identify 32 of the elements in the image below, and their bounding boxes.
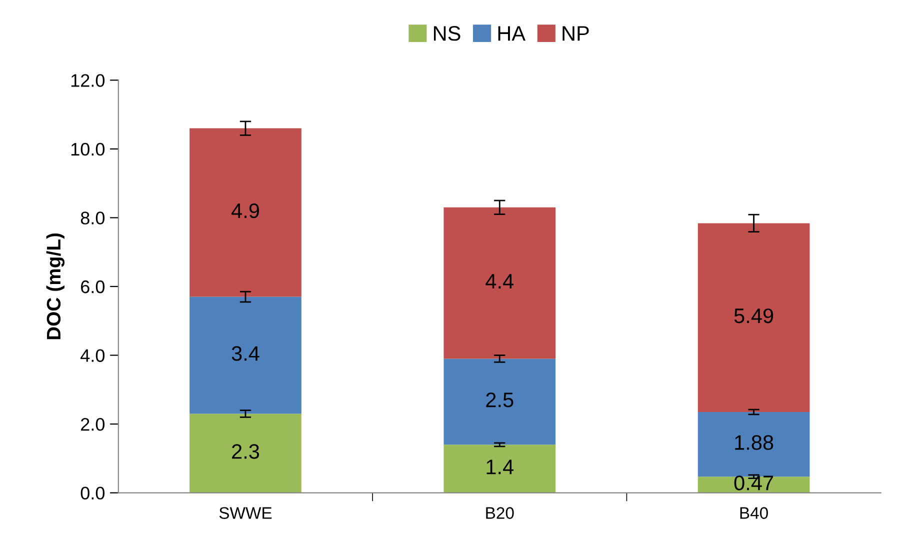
x-tick-label: B40 [740,507,768,519]
bar [190,296,302,414]
bar [190,414,302,493]
data-label: 2.3 [232,444,260,459]
x-tick-label: SWWE [219,507,272,519]
y-tick-label: 10.0 [71,142,105,156]
bar [190,128,302,297]
y-tick-label: 0.0 [80,486,105,500]
y-axis-title: DOC (mg/L) [46,233,65,340]
bar [444,358,556,445]
data-label: 4.4 [486,274,514,288]
data-label: 0.47 [734,476,774,490]
y-tick-label: 6.0 [81,280,105,294]
bar [698,412,810,477]
legend-label: NS [434,26,460,41]
legend-label: NP [562,26,589,41]
y-tick-label: 4.0 [80,349,105,362]
bar [698,223,810,412]
data-label: 3.4 [232,346,260,361]
data-label: 1.4 [486,460,514,474]
x-tick-label: B20 [486,507,514,519]
bar [444,207,556,359]
legend-label: HA [498,26,526,41]
y-tick-label: 2.0 [81,418,105,431]
bar [444,444,556,493]
data-label: 1.88 [735,435,774,450]
data-label: 2.5 [486,392,514,408]
y-tick-label: 8.0 [80,212,105,224]
data-label: 5.49 [734,308,774,324]
y-tick-label: 12.0 [71,74,105,87]
data-label: 4.9 [231,203,259,218]
bar [698,476,810,493]
